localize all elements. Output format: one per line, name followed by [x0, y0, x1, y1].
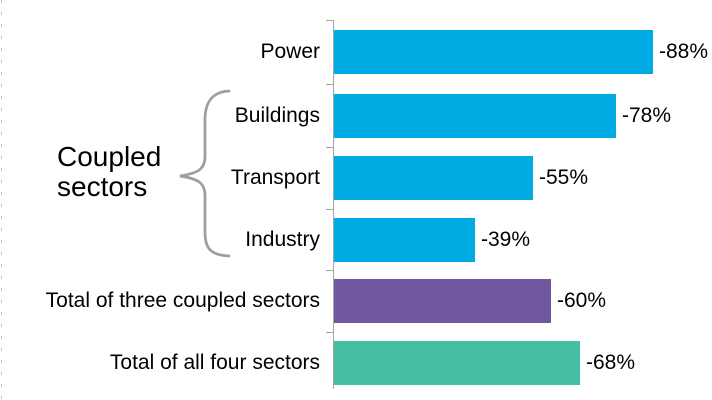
- bar-power: [334, 30, 653, 74]
- axis-tick: [326, 209, 333, 210]
- bar-industry: [334, 218, 475, 262]
- axis-tick: [326, 84, 333, 85]
- axis-tick: [326, 147, 333, 148]
- bar-transport: [334, 156, 533, 200]
- page-edge-dashed-line: [1, 0, 2, 400]
- axis-tick: [326, 20, 333, 21]
- bar-total-of-all-four-sectors: [334, 341, 580, 385]
- value-label-buildings: -78%: [622, 104, 672, 127]
- axis-tick: [326, 270, 333, 271]
- value-label-transport: -55%: [539, 166, 589, 189]
- category-label-power: Power: [260, 40, 320, 63]
- group-label-coupled-sectors: Coupled sectors: [57, 141, 162, 202]
- category-label-total-of-three-coupled-sectors: Total of three coupled sectors: [45, 289, 320, 312]
- value-label-total-of-three-coupled-sectors: -60%: [557, 289, 607, 312]
- value-label-total-of-all-four-sectors: -68%: [586, 351, 636, 374]
- category-axis-line: [333, 20, 334, 389]
- category-label-buildings: Buildings: [234, 104, 320, 127]
- bar-buildings: [334, 94, 616, 138]
- category-label-transport: Transport: [230, 166, 320, 189]
- category-label-industry: Industry: [245, 228, 320, 251]
- category-label-total-of-all-four-sectors: Total of all four sectors: [109, 351, 320, 374]
- axis-tick: [326, 332, 333, 333]
- curly-brace-icon: [179, 89, 231, 258]
- value-label-industry: -39%: [481, 228, 531, 251]
- bar-total-of-three-coupled-sectors: [334, 279, 551, 323]
- value-label-power: -88%: [659, 40, 709, 63]
